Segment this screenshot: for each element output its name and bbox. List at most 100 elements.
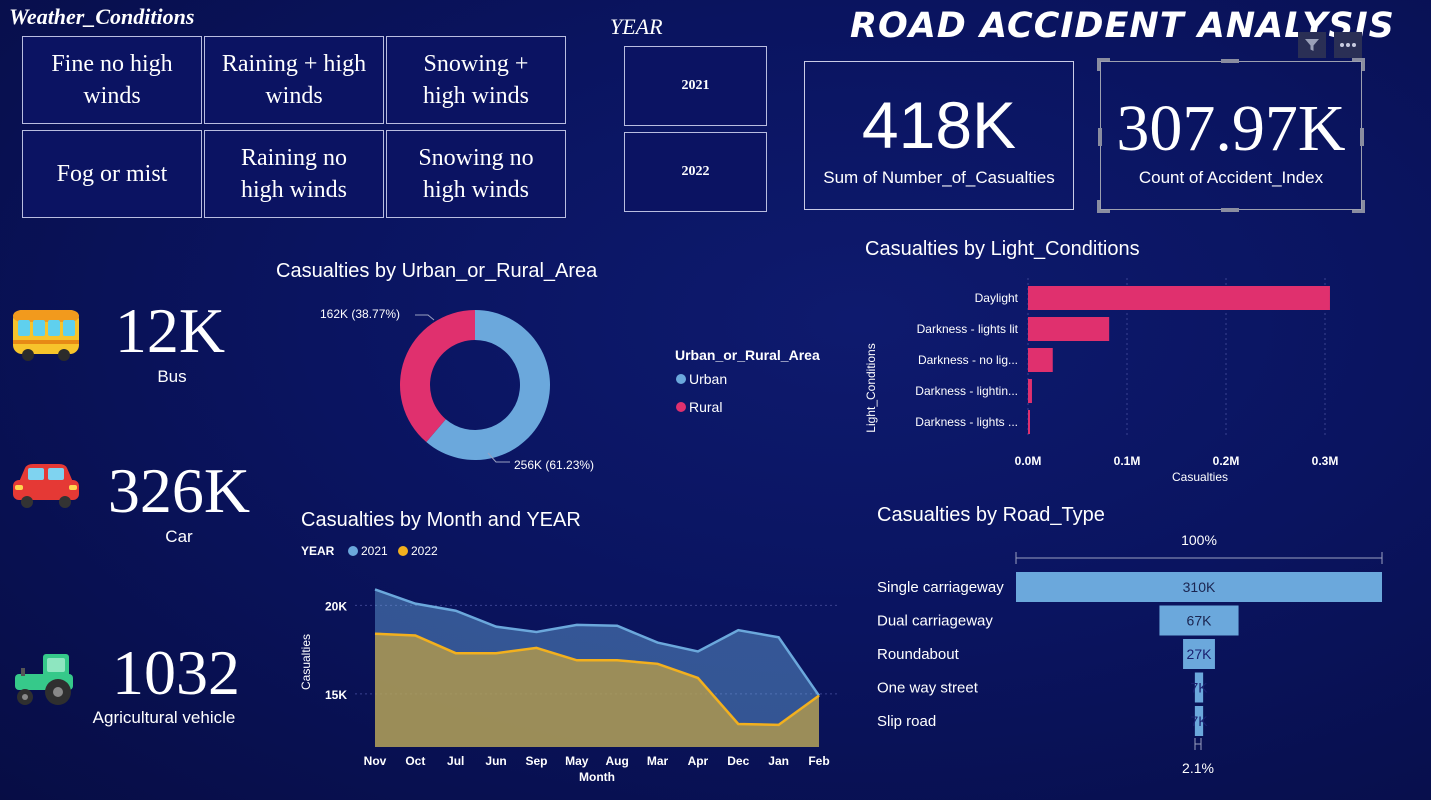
road-chart-title: Casualties by Road_Type	[877, 504, 1105, 526]
monthly-chart-title: Casualties by Month and YEAR	[301, 509, 581, 531]
year-option-2022[interactable]: 2022	[624, 132, 767, 212]
light-category-label: Darkness - lights lit	[917, 322, 1019, 336]
monthly-legend-2021[interactable]: 2021	[361, 544, 388, 558]
monthly-chart: YEAR 2021 2022 Casualties Month 20K 15K No…	[299, 544, 839, 784]
light-category-label: Darkness - lights ...	[915, 415, 1018, 429]
light-bar[interactable]	[1028, 379, 1032, 403]
light-bar[interactable]	[1028, 286, 1330, 310]
light-x-tick: 0.0M	[1015, 454, 1042, 468]
weather-slicer-title: Weather_Conditions	[9, 4, 195, 29]
donut-legend-title: Urban_or_Rural_Area	[675, 347, 820, 363]
legend-swatch-urban	[676, 374, 686, 384]
monthly-legend-2022[interactable]: 2022	[411, 544, 438, 558]
donut-chart: 162K (38.77%) 256K (61.23%) Urban_or_Rur…	[320, 307, 820, 472]
weather-tile-snowing-no-high-winds[interactable]: Snowing no high winds	[386, 130, 566, 218]
funnel-category-label: Dual carriageway	[877, 613, 993, 630]
funnel-value-label: 7K	[1190, 680, 1208, 696]
monthly-x-tick: Nov	[364, 754, 387, 768]
monthly-y-axis-label: Casualties	[299, 634, 313, 690]
line-series-2021[interactable]	[374, 588, 821, 697]
area-series-2022	[375, 633, 819, 747]
monthly-x-tick: Jun	[485, 754, 506, 768]
light-bar[interactable]	[1028, 348, 1053, 372]
donut-slice-urban[interactable]	[426, 310, 550, 460]
monthly-x-tick: Dec	[727, 754, 749, 768]
funnel-bar[interactable]	[1159, 605, 1239, 636]
weather-tile-fog-or-mist[interactable]: Fog or mist	[22, 130, 202, 218]
donut-legend-rural[interactable]: Rural	[689, 399, 722, 415]
funnel-bar[interactable]	[1194, 672, 1204, 703]
weather-tile-snowing-high-winds[interactable]: Snowing + high winds	[386, 36, 566, 124]
kpi-accidents-label: Count of Accident_Index	[1138, 168, 1324, 187]
resize-handle[interactable]	[1097, 58, 1110, 71]
resize-handle[interactable]	[1352, 200, 1365, 213]
legend-swatch-2022	[398, 546, 408, 556]
funnel-bar[interactable]	[1194, 706, 1204, 736]
light-category-label: Daylight	[975, 291, 1019, 305]
funnel-category-label: Single carriageway	[877, 579, 1004, 596]
line-series-2022[interactable]	[374, 632, 820, 727]
light-category-label: Darkness - no lig...	[918, 353, 1018, 367]
funnel-value-label: 310K	[1183, 579, 1216, 595]
monthly-x-tick: Sep	[525, 754, 547, 768]
funnel-value-label: 7K	[1190, 713, 1208, 729]
funnel-category-label: Roundabout	[877, 646, 960, 663]
resize-handle[interactable]	[1097, 200, 1110, 213]
car-icon	[11, 462, 81, 515]
funnel-category-label: Slip road	[877, 713, 936, 730]
funnel-value-label: 27K	[1187, 646, 1213, 662]
monthly-x-tick: May	[565, 754, 589, 768]
year-option-2021[interactable]: 2021	[624, 46, 767, 126]
monthly-x-tick: Oct	[405, 754, 425, 768]
light-x-axis-label: Casualties	[1172, 470, 1228, 484]
weather-tile-raining-no-high-winds[interactable]: Raining no high winds	[204, 130, 384, 218]
resize-handle[interactable]	[1360, 128, 1364, 146]
resize-handle[interactable]	[1352, 58, 1365, 71]
legend-swatch-2021	[348, 546, 358, 556]
light-x-tick: 0.1M	[1114, 454, 1141, 468]
weather-tile-raining-high-winds[interactable]: Raining + high winds	[204, 36, 384, 124]
filter-icon[interactable]	[1298, 32, 1326, 58]
legend-swatch-rural	[676, 402, 686, 412]
funnel-bar[interactable]	[1016, 572, 1382, 602]
funnel-bar[interactable]	[1183, 639, 1215, 669]
car-kpi-value: 326K	[107, 455, 251, 526]
tractor-kpi-label: Agricultural vehicle	[92, 708, 236, 727]
road-funnel-chart: 100% 2.1% Single carriageway 310K Dual car…	[877, 532, 1383, 776]
resize-handle[interactable]	[1221, 208, 1239, 212]
resize-handle[interactable]	[1098, 128, 1102, 146]
light-bar[interactable]	[1028, 410, 1030, 434]
car-kpi-label: Car	[165, 527, 193, 546]
monthly-y-tick: 20K	[325, 599, 347, 613]
more-options-icon[interactable]	[1334, 32, 1362, 58]
donut-slice-rural[interactable]	[400, 310, 475, 443]
donut-legend-urban[interactable]: Urban	[689, 371, 727, 387]
donut-label-rural: 162K (38.77%)	[320, 307, 400, 321]
light-x-tick: 0.3M	[1312, 454, 1339, 468]
monthly-x-axis-label: Month	[579, 770, 615, 784]
funnel-bottom-label: 2.1%	[1182, 760, 1214, 776]
monthly-x-tick: Apr	[688, 754, 709, 768]
kpi-accidents-value: 307.97K	[1116, 92, 1346, 165]
weather-tile-fine-no-high-winds[interactable]: Fine no high winds	[22, 36, 202, 124]
light-chart: Light_Conditions Casualties 0.0M 0.1M 0.2M…	[864, 278, 1339, 484]
monthly-x-tick: Feb	[808, 754, 829, 768]
kpi-casualties-label: Sum of Number_of_Casualties	[823, 168, 1055, 187]
donut-chart-title: Casualties by Urban_or_Rural_Area	[276, 260, 598, 282]
bus-kpi-value: 12K	[114, 295, 226, 366]
light-category-label: Darkness - lightin...	[915, 384, 1018, 398]
resize-handle[interactable]	[1221, 59, 1239, 63]
light-chart-title: Casualties by Light_Conditions	[865, 238, 1140, 260]
funnel-top-label: 100%	[1181, 532, 1217, 548]
funnel-value-label: 67K	[1187, 613, 1213, 629]
tractor-icon	[11, 650, 81, 713]
monthly-x-tick: Aug	[606, 754, 629, 768]
bus-icon	[11, 306, 81, 369]
monthly-x-tick: Mar	[647, 754, 669, 768]
donut-label-urban: 256K (61.23%)	[514, 458, 594, 472]
light-bar[interactable]	[1028, 317, 1110, 341]
light-x-tick: 0.2M	[1213, 454, 1240, 468]
kpi-card-accidents[interactable]: 307.97K Count of Accident_Index	[1097, 58, 1365, 213]
kpi-casualties-value: 418K	[861, 88, 1017, 162]
kpi-card-casualties[interactable]: 418K Sum of Number_of_Casualties	[804, 61, 1074, 210]
